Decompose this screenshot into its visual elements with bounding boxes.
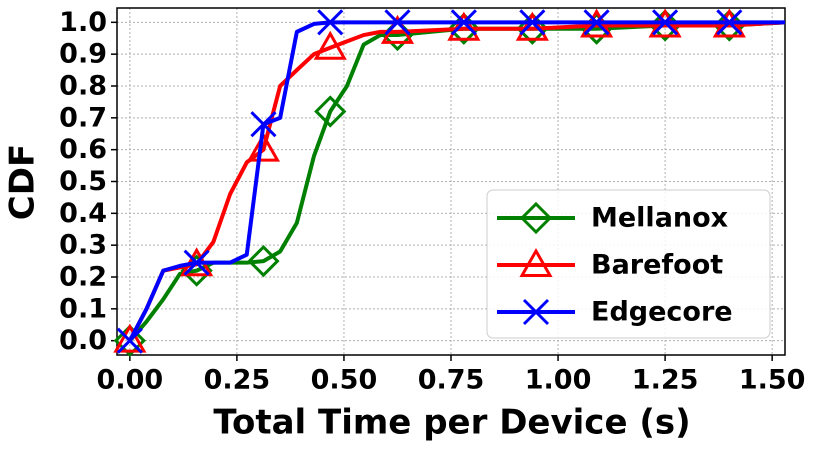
legend-label: Barefoot	[591, 250, 723, 281]
y-axis-label: CDF	[3, 144, 43, 220]
y-tick-label: 0.2	[59, 262, 107, 293]
y-tick-label: 0.8	[59, 70, 107, 101]
x-tick-label: 1.00	[525, 365, 592, 396]
y-tick-label: 0.0	[59, 325, 107, 356]
marker	[247, 244, 280, 278]
marker	[113, 323, 147, 353]
legend-box	[486, 189, 771, 339]
y-tick-label: 0.6	[59, 134, 107, 165]
marker	[652, 9, 679, 36]
marker	[116, 327, 143, 354]
marker	[716, 9, 743, 36]
marker	[250, 111, 277, 138]
y-tick-label: 0.9	[59, 39, 107, 70]
y-tick-label: 0.5	[59, 166, 107, 197]
line	[128, 20, 785, 342]
marker	[447, 11, 481, 41]
marker	[317, 9, 344, 36]
marker	[583, 9, 610, 36]
legend-marker	[519, 247, 553, 277]
marker	[450, 9, 477, 36]
legend-marker	[522, 298, 550, 326]
legend-label: Mellanox	[591, 203, 728, 234]
y-tick-label: 0.4	[59, 198, 107, 229]
x-tick-label: 0.50	[311, 365, 378, 396]
marker	[519, 9, 546, 36]
marker	[515, 11, 549, 41]
marker	[313, 30, 347, 60]
marker	[384, 9, 411, 36]
x-tick-label: 1.25	[632, 365, 699, 396]
x-axis-label: Total Time per Device (s)	[213, 403, 690, 443]
x-tick-label: 0.25	[204, 365, 271, 396]
y-tick-label: 1.0	[59, 7, 107, 38]
y-tick-label: 0.3	[59, 230, 107, 261]
x-tick-label: 0.75	[418, 365, 485, 396]
marker	[113, 324, 146, 357]
x-tick-label: 0.00	[97, 365, 164, 396]
legend-label: Edgecore	[591, 297, 733, 328]
marker	[246, 132, 281, 162]
y-tick-label: 0.7	[59, 102, 107, 133]
y-tick-label: 0.1	[59, 293, 107, 324]
legend-marker	[519, 201, 553, 235]
marker	[314, 95, 347, 128]
marker	[183, 249, 210, 276]
x-tick-label: 1.50	[739, 365, 806, 396]
plot-frame	[116, 7, 786, 356]
